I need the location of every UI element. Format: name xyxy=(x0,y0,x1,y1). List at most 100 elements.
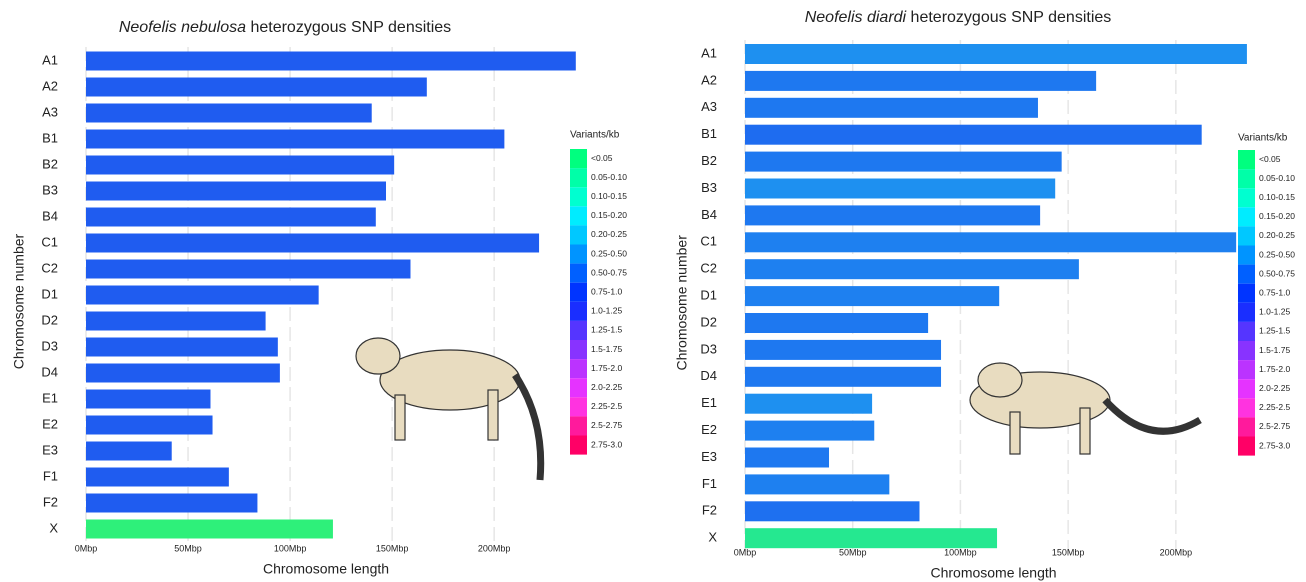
chromosome-bar xyxy=(86,441,172,461)
x-tick-label: 150Mbp xyxy=(376,543,409,553)
cat-illustration xyxy=(355,337,1202,481)
chromosome-bar xyxy=(86,181,386,201)
chromosome-bar xyxy=(86,311,266,331)
legend-swatch xyxy=(570,149,587,169)
legend-swatch xyxy=(1238,150,1255,170)
legend-label: 2.5-2.75 xyxy=(591,420,622,430)
y-tick-label: D2 xyxy=(700,314,717,329)
chromosome-bar xyxy=(745,70,1097,91)
legend-label: 0.75-1.0 xyxy=(591,287,622,297)
legend-label: 0.20-0.25 xyxy=(1259,230,1295,240)
y-tick-label: A2 xyxy=(42,78,58,93)
y-tick-label: A3 xyxy=(701,99,717,114)
legend-swatch xyxy=(570,168,587,188)
y-tick-label: B4 xyxy=(701,207,717,222)
y-tick-label: E3 xyxy=(701,449,717,464)
legend-label: 0.10-0.15 xyxy=(591,191,627,201)
legend-swatch xyxy=(1238,264,1255,284)
legend-label: 2.75-3.0 xyxy=(1259,440,1290,450)
chromosome-bar xyxy=(745,232,1237,253)
chromosome-bar xyxy=(745,393,873,414)
chromosome-bar xyxy=(86,363,280,383)
y-tick-label: C1 xyxy=(700,234,717,249)
legend-label: 2.25-2.5 xyxy=(591,401,622,411)
chromosome-bar xyxy=(745,339,942,360)
y-tick-label: D1 xyxy=(700,288,717,303)
x-tick-label: 0Mbp xyxy=(734,547,757,557)
chromosome-bar xyxy=(745,420,875,441)
legend-label: 2.0-2.25 xyxy=(1259,383,1290,393)
x-axis-label: Chromosome length xyxy=(930,565,1056,581)
chromosome-bar xyxy=(745,474,890,495)
legend-label: <0.05 xyxy=(591,153,613,163)
y-tick-label: D4 xyxy=(41,364,58,379)
legend-swatch xyxy=(570,435,587,455)
chart-title: Neofelis diardi heterozygous SNP densiti… xyxy=(805,9,1112,26)
y-tick-label: B2 xyxy=(701,153,717,168)
y-tick-label: B2 xyxy=(42,156,58,171)
y-tick-label: B4 xyxy=(42,208,58,223)
chromosome-bar xyxy=(745,151,1062,172)
chromosome-bar xyxy=(86,233,540,253)
y-tick-label: X xyxy=(49,520,58,535)
legend-label: 0.25-0.50 xyxy=(1259,249,1295,259)
y-tick-label: E2 xyxy=(701,422,717,437)
legend-label: 1.75-2.0 xyxy=(591,363,622,373)
y-tick-label: A2 xyxy=(701,72,717,87)
legend-label: 2.0-2.25 xyxy=(591,382,622,392)
title-rest: heterozygous SNP densities xyxy=(246,19,451,36)
legend-label: 1.0-1.25 xyxy=(1259,307,1290,317)
x-axis-label: Chromosome length xyxy=(263,561,389,577)
legend-label: 2.25-2.5 xyxy=(1259,402,1290,412)
legend-swatch xyxy=(570,282,587,302)
legend-swatch xyxy=(570,244,587,264)
y-tick-label: A1 xyxy=(701,45,717,60)
legend-swatch xyxy=(1238,207,1255,227)
chromosome-bar xyxy=(745,286,1000,307)
chromosome-bar xyxy=(86,51,576,71)
chromosome-bar xyxy=(86,103,372,123)
legend-label: 1.25-1.5 xyxy=(1259,326,1290,336)
y-tick-label: D2 xyxy=(41,312,58,327)
y-tick-label: C2 xyxy=(41,260,58,275)
y-tick-label: C2 xyxy=(700,261,717,276)
x-tick-label: 100Mbp xyxy=(944,547,977,557)
x-tick-label: 50Mbp xyxy=(174,543,202,553)
y-tick-label: D4 xyxy=(700,368,717,383)
chromosome-bar xyxy=(745,313,929,333)
chromosome-bar xyxy=(86,259,411,279)
legend-label: 0.15-0.20 xyxy=(1259,211,1295,221)
legend-swatch xyxy=(1238,283,1255,303)
y-axis-label: Chromosome number xyxy=(674,235,690,371)
y-tick-label: B3 xyxy=(42,182,58,197)
legend-swatch xyxy=(1238,341,1255,361)
legend-swatch xyxy=(1238,360,1255,380)
y-tick-label: F2 xyxy=(43,494,58,509)
chromosome-bar xyxy=(86,77,427,97)
legend-swatch xyxy=(570,359,587,379)
legend-swatch xyxy=(570,340,587,360)
legend-label: 1.5-1.75 xyxy=(1259,345,1290,355)
y-tick-label: A1 xyxy=(42,52,58,67)
chromosome-bar xyxy=(745,528,998,549)
legend-swatch xyxy=(570,320,587,340)
y-tick-label: A3 xyxy=(42,104,58,119)
chromosome-bar xyxy=(745,97,1038,118)
y-tick-label: D1 xyxy=(41,286,58,301)
chromosome-bar xyxy=(745,44,1247,64)
title-species: Neofelis nebulosa xyxy=(119,19,246,36)
chromosome-bar xyxy=(86,467,229,487)
x-tick-label: 150Mbp xyxy=(1052,547,1085,557)
chromosome-bar xyxy=(745,205,1041,226)
y-tick-label: E3 xyxy=(42,442,58,457)
legend-swatch xyxy=(1238,379,1255,399)
y-tick-label: B1 xyxy=(42,130,58,145)
legend-label: 0.50-0.75 xyxy=(591,267,627,277)
legend-label: 0.10-0.15 xyxy=(1259,192,1295,202)
chromosome-bar xyxy=(86,155,395,175)
x-tick-label: 200Mbp xyxy=(1160,547,1193,557)
chromosome-bar xyxy=(86,337,278,357)
y-axis-label: Chromosome number xyxy=(11,233,27,369)
legend-label: <0.05 xyxy=(1259,154,1281,164)
